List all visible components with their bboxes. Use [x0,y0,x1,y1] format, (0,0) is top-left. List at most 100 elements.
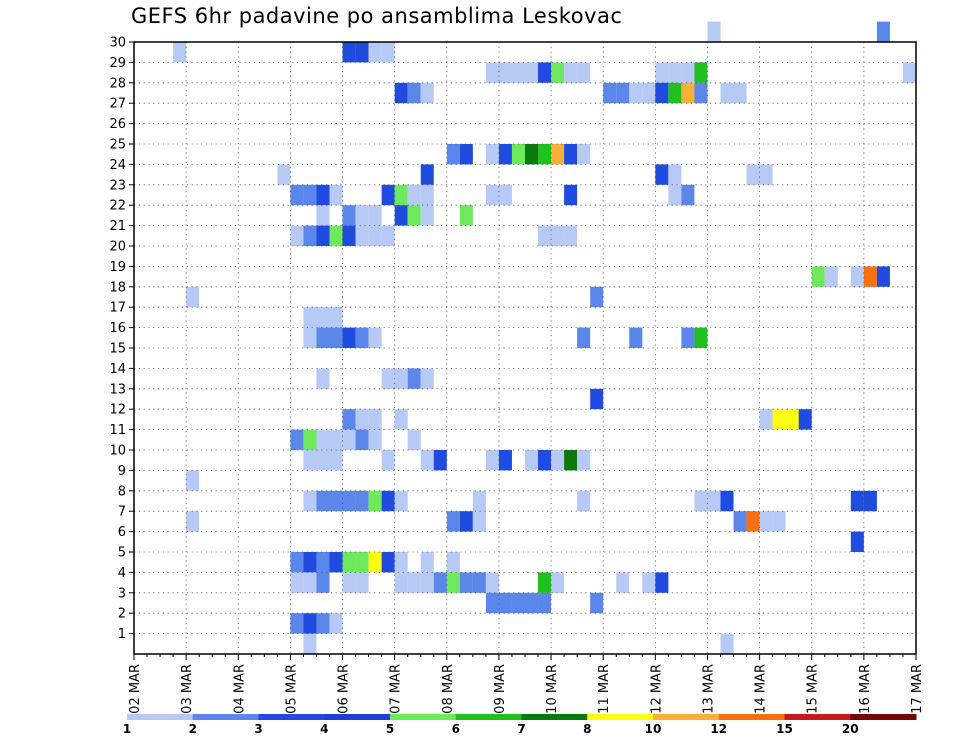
precip-cell [186,511,200,532]
precip-cell [498,450,512,471]
y-tick-label: 25 [109,138,126,153]
precip-cell [863,490,877,512]
precip-cell [303,490,317,512]
precip-cell [394,552,408,573]
precip-cell [538,592,552,614]
precip-cell [420,552,434,573]
precip-cell [616,572,630,593]
colorbar-segment [784,714,851,720]
precip-cell [655,164,669,185]
y-tick-label: 17 [109,301,126,316]
precip-cell [525,144,539,165]
precip-cell [186,470,200,491]
precip-cell [303,225,317,246]
precip-cell [485,62,499,83]
x-tick-label: 03 MAR [180,664,195,714]
colorbar-label: 8 [583,722,591,736]
precip-cell [681,184,695,206]
y-tick-label: 30 [109,36,126,51]
y-tick-label: 9 [118,464,126,479]
precip-cell [746,164,760,185]
precip-cell [720,82,734,104]
precip-cell [329,450,343,471]
colorbar-segment [127,714,194,720]
precip-cell [394,368,408,389]
colorbar-label: 1 [123,722,131,736]
x-tick-label: 13 MAR [701,664,716,714]
precip-cell [642,572,656,593]
precip-cell [407,205,421,226]
colorbar-label: 10 [645,722,662,736]
precip-cell [681,62,695,83]
precip-cell [355,409,369,430]
precip-cell [538,144,552,165]
precip-cell [446,511,460,532]
precip-cell [629,327,643,348]
precip-cell [394,572,408,593]
precip-cell [342,205,356,226]
precip-cell [303,429,317,450]
precip-cell [329,307,343,328]
precip-cell [772,511,786,532]
y-tick-label: 20 [109,240,126,255]
precip-cell [342,572,356,593]
precip-cell [316,184,330,206]
precip-cell [394,409,408,430]
precip-cell [564,450,578,471]
precip-cell [902,62,916,83]
precip-cell [381,490,395,512]
precip-cell [720,490,734,512]
precip-cell [381,368,395,389]
precip-cell [303,613,317,634]
precip-cell [316,572,330,593]
precip-cell [603,82,617,104]
x-tick-label: 06 MAR [337,664,352,714]
precip-cell [759,409,773,430]
precip-cell [694,490,708,512]
precip-cell [355,205,369,226]
precip-cell [459,572,473,593]
precip-cell [420,450,434,471]
precip-cell [564,144,578,165]
colorbar-segment [455,714,522,720]
precip-cell [316,450,330,471]
precip-cell [485,572,499,593]
y-tick-label: 26 [109,117,126,132]
precip-cell [329,613,343,634]
precip-cell [459,511,473,532]
colorbar-label: 12 [710,722,727,736]
y-tick-label: 19 [109,260,126,275]
precip-cell [329,184,343,206]
precip-cell [342,552,356,573]
colorbar-segment [653,714,720,720]
y-tick-label: 13 [109,382,126,397]
precip-cell [876,266,890,287]
precip-cell [577,144,591,165]
colorbar-segment [324,714,391,720]
precip-cell [303,552,317,573]
precip-cell [525,450,539,471]
precip-cell [551,572,565,593]
precip-cell [694,82,708,104]
precip-cell [290,572,304,593]
precip-cell [342,490,356,512]
x-tick-label: 11 MAR [597,664,612,714]
precip-cell [694,62,708,83]
precip-cell [355,429,369,450]
y-tick-label: 8 [118,484,126,499]
precip-cell [316,490,330,512]
precip-cell [746,511,760,532]
precip-cell [498,184,512,206]
precip-cell [381,42,395,63]
precip-cell [303,450,317,471]
precip-cell [446,552,460,573]
y-tick-label: 12 [109,403,126,418]
precip-cell [407,429,421,450]
precip-cell [420,205,434,226]
x-tick-label: 15 MAR [806,664,821,714]
precip-cell [368,205,382,226]
y-tick-label: 15 [109,342,126,357]
precip-cell [316,327,330,348]
precip-cell [668,62,682,83]
